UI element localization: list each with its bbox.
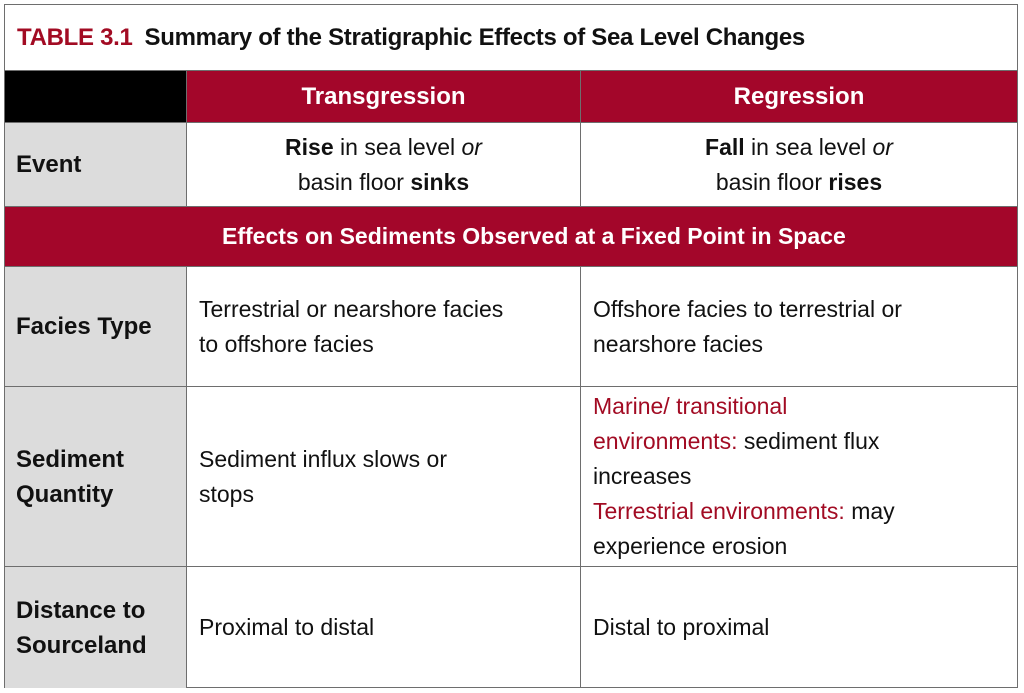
- sediment-row: Sediment Quantity Sediment influx slows …: [5, 387, 1017, 567]
- facies-transgression: Terrestrial or nearshore facies to offsh…: [186, 267, 580, 386]
- sediment-regression: Marine/ transitional environments: sedim…: [580, 387, 1017, 566]
- marine-text: sediment flux: [737, 428, 880, 454]
- marine-label-line1: Marine/ transitional: [593, 393, 788, 419]
- sinks-text: sinks: [410, 168, 470, 195]
- effects-header-text: Effects on Sediments Observed at a Fixed…: [222, 223, 846, 249]
- sediment-transgression: Sediment influx slows or stops: [186, 387, 580, 566]
- or-text: or: [461, 133, 482, 160]
- distance-label-line2: Sourceland: [16, 631, 147, 659]
- event-t-line1: in sea level: [333, 133, 462, 160]
- facies-t-line1: Terrestrial or nearshore facies: [199, 295, 504, 322]
- distance-transgression: Proximal to distal: [186, 567, 580, 688]
- event-transgression: Rise in sea level or basin floor sinks: [186, 123, 580, 206]
- event-t-line2: basin floor: [297, 168, 411, 195]
- terrestrial-text: may: [844, 498, 895, 524]
- fall-text: Fall: [705, 133, 745, 160]
- sediment-label: Sediment Quantity: [5, 387, 186, 566]
- distance-regression: Distal to proximal: [580, 567, 1017, 688]
- table-title: TABLE 3.1 Summary of the Stratigraphic E…: [5, 5, 1017, 70]
- header-corner: [5, 71, 186, 122]
- terrestrial-text-line2: experience erosion: [593, 533, 788, 559]
- distance-label-line1: Distance to: [16, 596, 146, 624]
- distance-row: Distance to Sourceland Proximal to dista…: [5, 567, 1017, 688]
- event-label: Event: [5, 123, 186, 206]
- sediment-t-line1: Sediment influx slows or: [199, 445, 447, 472]
- facies-t-line2: to offshore facies: [199, 330, 374, 357]
- marine-label-line2: environments:: [593, 428, 738, 454]
- event-row: Event Rise in sea level or basin floor s…: [5, 123, 1017, 207]
- facies-label: Facies Type: [5, 267, 186, 386]
- event-r-line1: in sea level: [744, 133, 873, 160]
- table-title-row: TABLE 3.1 Summary of the Stratigraphic E…: [5, 5, 1017, 71]
- column-header-row: Transgression Regression: [5, 71, 1017, 123]
- sediment-label-line1: Sediment: [16, 445, 125, 473]
- terrestrial-label: Terrestrial environments:: [593, 498, 845, 524]
- facies-regression: Offshore facies to terrestrial or nearsh…: [580, 267, 1017, 386]
- effects-section-header: Effects on Sediments Observed at a Fixed…: [5, 207, 1017, 267]
- header-transgression: Transgression: [186, 71, 580, 122]
- table-number: TABLE 3.1: [17, 23, 133, 51]
- or-text: or: [872, 133, 893, 160]
- marine-text-line3: increases: [593, 463, 692, 489]
- facies-r-line2: nearshore facies: [593, 330, 764, 357]
- table-title-text: Summary of the Stratigraphic Effects of …: [144, 23, 806, 51]
- facies-row: Facies Type Terrestrial or nearshore fac…: [5, 267, 1017, 387]
- stratigraphic-effects-table: TABLE 3.1 Summary of the Stratigraphic E…: [4, 4, 1018, 688]
- event-r-line2: basin floor: [715, 168, 829, 195]
- sediment-t-line2: stops: [199, 480, 254, 507]
- facies-r-line1: Offshore facies to terrestrial or: [593, 295, 902, 322]
- distance-label: Distance to Sourceland: [5, 567, 186, 688]
- header-regression: Regression: [580, 71, 1017, 122]
- rise-text: Rise: [285, 133, 334, 160]
- sediment-label-line2: Quantity: [16, 480, 114, 508]
- rises-text: rises: [828, 168, 883, 195]
- event-regression: Fall in sea level or basin floor rises: [580, 123, 1017, 206]
